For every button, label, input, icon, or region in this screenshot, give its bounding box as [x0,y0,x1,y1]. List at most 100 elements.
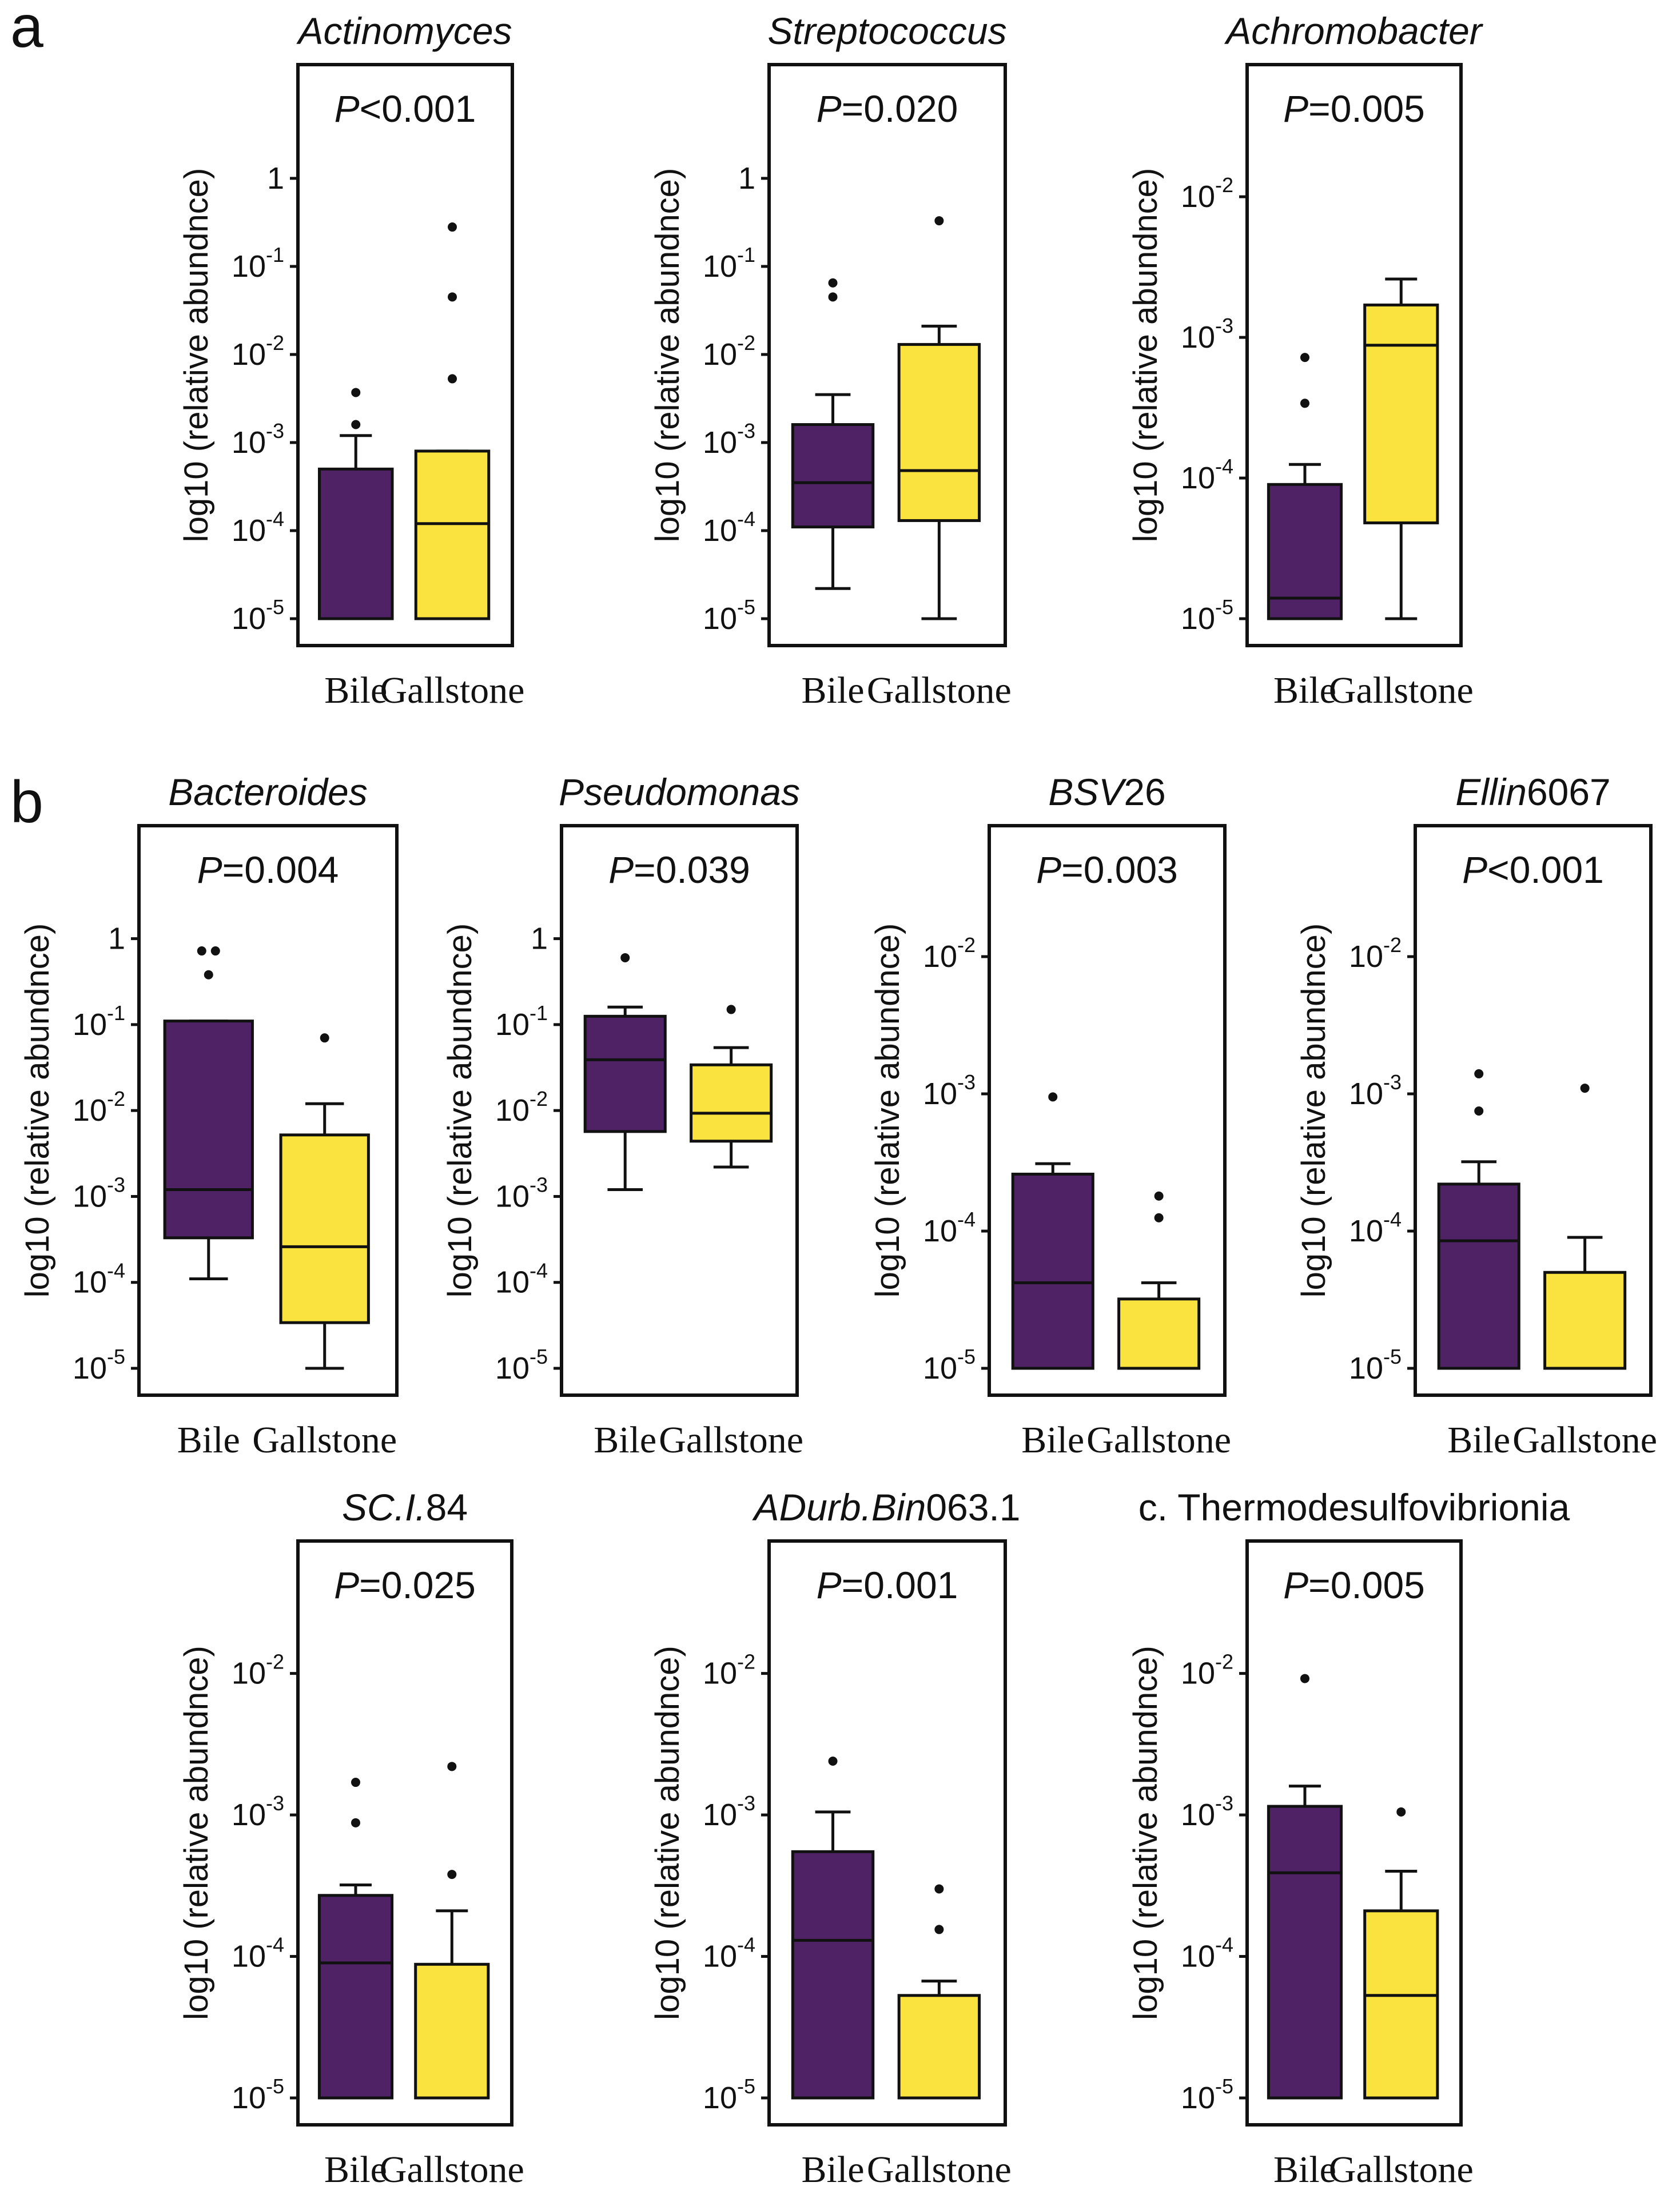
p-value-label: P [817,1564,842,1606]
y-tick-label: 10-3 [1181,1791,1233,1832]
y-tick-exponent: -1 [266,243,284,266]
chart-title: SC.I.84 [342,1486,468,1528]
y-axis-label: log10 (relative abundnce) [1127,168,1164,543]
p-value-number: =0.020 [842,87,958,130]
bile-outlier-point [210,946,220,956]
chart-1: Actinomyces P<0.001 log10 (relative abundn… [178,10,524,711]
y-tick-base: 10 [1181,180,1215,214]
x-tick-label-gallstone: Gallstone [380,670,525,711]
y-tick-base: 1 [108,922,125,956]
y-tick-exponent: -4 [737,507,755,531]
p-value-number: =0.005 [1308,1564,1425,1606]
gallstone-outlier-point [726,1005,736,1014]
y-tick-base: 10 [232,337,266,372]
y-tick-exponent: -5 [1383,1345,1402,1368]
bile-box [163,1020,254,1240]
bile-outlier-point [351,1778,360,1787]
y-tick-exponent: -4 [1215,1933,1233,1957]
y-tick-exponent: -2 [1215,173,1233,197]
y-tick-base: 10 [1181,602,1215,636]
bile-box [1011,1172,1094,1370]
gallstone-outlier-point [448,292,457,302]
bile-outlier-point [1474,1106,1484,1116]
x-tick-label-gallstone: Gallstone [659,1419,803,1461]
p-value-number: =0.005 [1308,87,1425,130]
chart-title: Pseudomonas [559,771,800,813]
y-tick-label: 10-3 [1349,1070,1402,1111]
y-tick-exponent: -1 [107,1001,125,1025]
chart-title: Ellin6067 [1455,771,1611,813]
y-tick-base: 10 [1181,1798,1215,1832]
y-tick-base: 10 [232,2081,266,2115]
y-tick-label: 10-2 [73,1087,125,1128]
y-tick-label: 10-2 [703,331,755,372]
y-tick-label: 10-2 [1181,1650,1233,1691]
bile-outlier-point [351,388,361,397]
bile-box [1437,1182,1520,1370]
p-value-label: P [1283,1564,1308,1606]
y-tick-label: 10-4 [73,1259,125,1300]
y-tick-exponent: -2 [737,1650,755,1674]
y-tick-label: 10-5 [923,1345,976,1385]
y-tick-exponent: -5 [266,2074,284,2098]
y-tick-base: 10 [703,425,737,460]
y-tick-label: 10-2 [1181,173,1233,214]
y-tick-base: 10 [1181,461,1215,495]
gallstone-box [1363,1909,1439,2100]
chart-title-suffix: 26 [1124,771,1165,813]
y-tick-exponent: -3 [266,419,284,443]
panel-letter-a: a [10,0,43,60]
bile-box [1267,483,1343,620]
y-tick-base: 10 [1349,1077,1383,1111]
y-tick-base: 10 [1181,1940,1215,1974]
y-axis-label: log10 (relative abundnce) [441,923,479,1298]
bile-outlier-point [351,420,361,429]
y-tick-base: 10 [73,1265,107,1300]
p-value-label: P [1283,87,1308,130]
p-value-label: P [1462,849,1487,891]
y-tick-label: 10-3 [703,1791,755,1832]
y-tick-exponent: -2 [266,1650,284,1674]
x-tick-label-bile: Bile [1273,2149,1336,2191]
chart-title: Bacteroides [168,771,368,813]
y-tick-exponent: -3 [530,1173,548,1196]
chart-title: BSV26 [1048,771,1166,813]
p-value: P=0.020 [817,87,958,130]
y-tick-base: 10 [495,1265,530,1300]
x-tick-label-bile: Bile [324,670,387,711]
p-value-number: =0.039 [634,849,750,891]
p-value: P=0.005 [1283,87,1425,130]
bile-outlier-point [197,946,206,956]
y-tick-base: 10 [495,1093,530,1128]
y-tick-base: 10 [703,337,737,372]
x-tick-label-gallstone: Gallstone [1512,1419,1657,1461]
plot-frame [296,1539,513,2127]
y-tick-exponent: -5 [1215,2074,1233,2098]
p-value: P=0.004 [197,849,339,891]
bile-outlier-point [1474,1069,1484,1078]
y-tick-label: 10-5 [232,2074,284,2115]
y-tick-label: 10-2 [703,1650,755,1691]
y-tick-base: 1 [738,161,755,196]
y-tick-base: 10 [495,1179,530,1213]
gallstone-outlier-point [447,1762,457,1771]
y-tick-base: 10 [1349,1214,1383,1248]
x-tick-label-bile: Bile [594,1419,656,1461]
y-tick-base: 10 [1181,320,1215,355]
y-tick-base: 10 [1181,1657,1215,1691]
y-tick-label: 10-1 [495,1001,548,1042]
y-tick-exponent: -3 [266,1791,284,1815]
y-tick-base: 10 [73,1351,107,1385]
x-tick-label-gallstone: Gallstone [867,2149,1012,2191]
chart-title-main: Achromobacter [1224,10,1484,52]
y-tick-exponent: -4 [266,507,284,531]
bile-outlier-point [828,278,838,288]
y-axis-label: log10 (relative abundnce) [178,168,215,543]
y-tick-base: 10 [1349,1351,1383,1385]
bile-outlier-point [828,292,838,302]
gallstone-box [279,1133,370,1324]
y-tick-base: 10 [923,1077,957,1111]
x-tick-label-gallstone: Gallstone [1329,670,1474,711]
chart-title: Achromobacter [1224,10,1484,52]
